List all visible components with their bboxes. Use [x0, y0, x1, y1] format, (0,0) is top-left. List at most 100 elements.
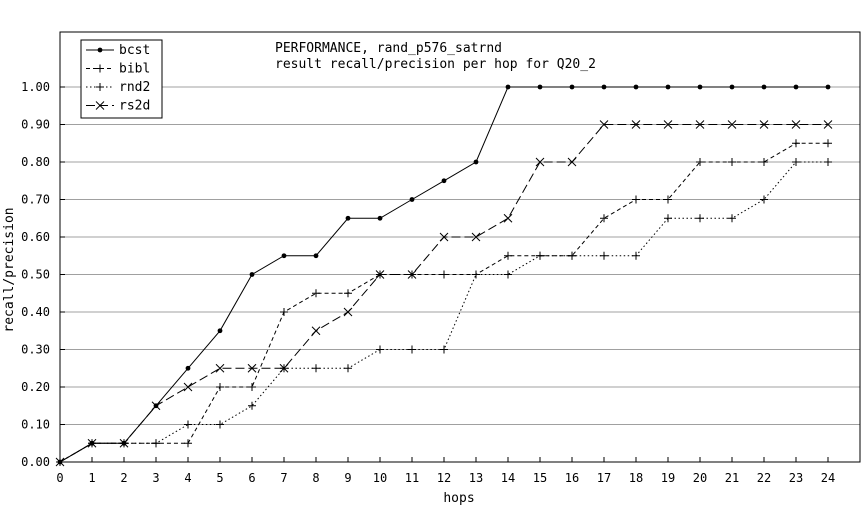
series-bibl — [56, 139, 832, 466]
y-tick-label: 0.00 — [21, 455, 50, 469]
data-point — [697, 84, 703, 90]
x-tick-label: 14 — [501, 471, 515, 485]
x-tick-label: 11 — [405, 471, 419, 485]
data-point — [537, 84, 543, 90]
data-point — [345, 215, 351, 221]
legend-item-bcst: bcst — [86, 43, 150, 58]
data-point — [695, 120, 705, 129]
data-point — [184, 420, 192, 429]
data-point — [600, 214, 608, 223]
x-tick-label: 6 — [248, 471, 255, 485]
data-point — [216, 420, 224, 429]
data-point — [633, 84, 639, 90]
x-tick-label: 4 — [184, 471, 191, 485]
x-tick-label: 7 — [280, 471, 287, 485]
data-point — [632, 251, 640, 260]
data-point — [504, 270, 512, 279]
data-point — [96, 83, 104, 91]
data-point — [503, 213, 513, 223]
data-point — [441, 178, 447, 184]
data-point — [823, 120, 833, 129]
data-point — [761, 84, 767, 90]
data-point — [344, 364, 352, 373]
data-point — [567, 157, 577, 167]
y-tick-label: 0.90 — [21, 118, 50, 132]
x-tick-label: 19 — [661, 471, 675, 485]
data-point — [311, 326, 321, 336]
data-point — [375, 270, 385, 279]
data-point — [440, 270, 448, 279]
data-point — [536, 251, 544, 260]
data-point — [247, 363, 257, 373]
x-tick-label: 1 — [88, 471, 95, 485]
y-tick-label: 0.70 — [21, 193, 50, 207]
data-point — [96, 64, 104, 73]
data-point — [696, 158, 704, 166]
data-point — [825, 84, 831, 90]
x-tick-label: 21 — [725, 471, 739, 485]
data-point — [791, 120, 801, 129]
x-tick-label: 2 — [120, 471, 127, 485]
data-point — [408, 345, 416, 354]
data-point — [665, 84, 671, 90]
ticks-layer: 0.00 0.10 0.20 0.30 0.40 0.50 0.60 0.70 0.80 0.90… — [21, 80, 835, 485]
data-point — [824, 139, 832, 148]
x-tick-label: 15 — [533, 471, 547, 485]
y-tick-label: 0.40 — [21, 305, 50, 319]
data-point — [152, 439, 160, 448]
data-point — [728, 214, 736, 223]
data-point — [663, 120, 673, 129]
x-tick-label: 16 — [565, 471, 579, 485]
data-point — [792, 139, 800, 148]
data-point — [728, 158, 736, 166]
data-point — [760, 158, 768, 166]
data-point — [473, 159, 479, 165]
data-point — [792, 158, 800, 166]
data-point — [344, 289, 352, 298]
data-point — [183, 382, 193, 392]
data-point — [184, 439, 192, 448]
data-point — [87, 438, 97, 448]
data-point — [696, 214, 704, 223]
legend-label: rnd2 — [119, 80, 150, 95]
data-point — [600, 251, 608, 260]
data-point — [568, 251, 576, 260]
y-tick-label: 0.20 — [21, 380, 50, 394]
legend-item-rnd2: rnd2 — [86, 80, 150, 95]
x-tick-label: 8 — [312, 471, 319, 485]
data-point — [151, 401, 161, 411]
x-tick-label: 12 — [437, 471, 451, 485]
data-point — [312, 364, 320, 373]
x-tick-label: 23 — [789, 471, 803, 485]
data-point — [664, 195, 672, 204]
legend-item-bibl: bibl — [86, 62, 150, 77]
data-point — [664, 214, 672, 223]
data-point — [313, 253, 319, 259]
grid-layer — [60, 86, 860, 425]
data-point — [601, 84, 607, 90]
data-point — [312, 289, 320, 298]
data-point — [439, 232, 449, 242]
data-point — [248, 383, 256, 391]
data-point — [97, 47, 103, 53]
data-point — [409, 197, 415, 202]
legend-label: bibl — [119, 62, 150, 77]
data-point — [95, 101, 105, 110]
x-axis-label: hops — [443, 491, 474, 506]
legend: bcst bibl rnd2 rs2d — [80, 39, 163, 119]
x-tick-label: 3 — [152, 471, 159, 485]
series-rs2d — [55, 120, 833, 467]
data-point — [185, 365, 191, 371]
data-point — [599, 120, 609, 129]
data-point — [759, 120, 769, 129]
data-point — [407, 270, 417, 279]
data-point — [280, 308, 288, 316]
x-tick-label: 18 — [629, 471, 643, 485]
y-tick-label: 0.50 — [21, 268, 50, 282]
legend-item-rs2d: rs2d — [86, 99, 150, 114]
data-point — [343, 307, 353, 317]
data-point — [376, 345, 384, 354]
data-point — [217, 328, 223, 334]
legend-label: bcst — [119, 43, 150, 58]
